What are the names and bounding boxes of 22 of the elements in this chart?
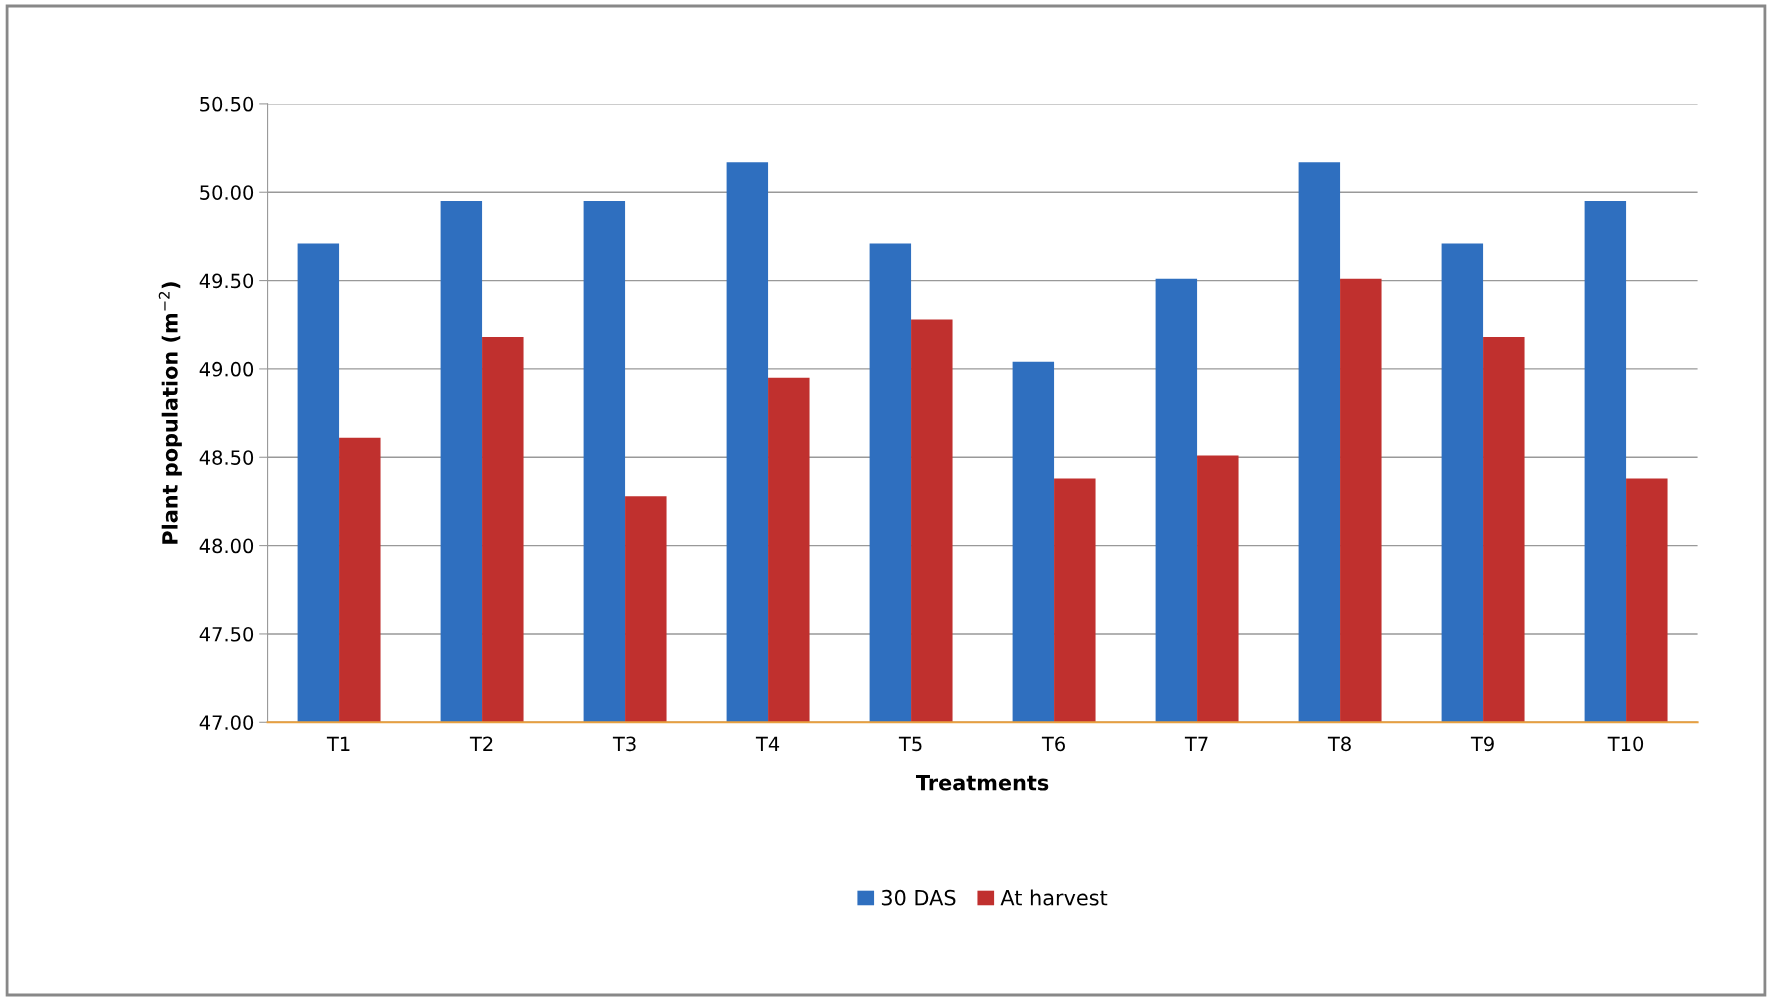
legend-label: At harvest xyxy=(1000,889,1108,906)
x-tick-label: T6 xyxy=(1041,736,1065,752)
y-tick-label: 50.00 xyxy=(200,185,254,200)
x-axis-title: Treatments xyxy=(915,775,1049,791)
x-tick-label: T3 xyxy=(612,736,636,752)
legend-label: 30 DAS xyxy=(881,889,956,906)
x-tick-label: T1 xyxy=(326,736,350,751)
y-tick-label: 49.00 xyxy=(199,361,254,377)
y-axis-title: Plant population (m$^{−2}$) xyxy=(158,282,182,544)
x-tick-label: T8 xyxy=(1327,736,1351,752)
y-tick-label: 47.50 xyxy=(199,626,254,642)
x-tick-label: T10 xyxy=(1607,736,1644,752)
x-tick-label: T7 xyxy=(1184,736,1208,751)
y-tick-label: 47.00 xyxy=(199,715,254,730)
y-tick-label: 48.00 xyxy=(199,538,254,554)
x-tick-label: T2 xyxy=(469,736,493,751)
y-tick-label: 48.50 xyxy=(199,450,254,465)
x-tick-label: T9 xyxy=(1470,736,1494,752)
y-tick-label: 50.50 xyxy=(200,96,254,112)
x-tick-label: T4 xyxy=(755,736,780,751)
y-tick-label: 49.50 xyxy=(199,273,254,289)
x-tick-label: T5 xyxy=(898,736,922,752)
